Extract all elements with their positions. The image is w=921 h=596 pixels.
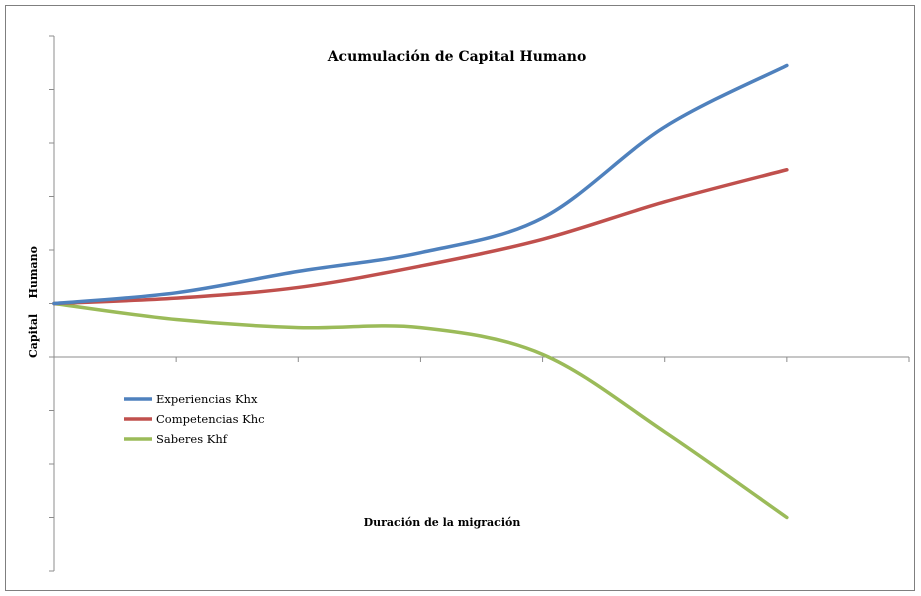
chart-area: Acumulación de Capital Humano Capital Hu… [5,5,915,591]
axes [49,35,910,572]
line-chart: Acumulación de Capital Humano Capital Hu… [27,35,910,572]
legend-label: Experiencias Khx [156,392,258,406]
legend-item: Experiencias Khx [124,392,258,406]
legend-item: Saberes Khf [124,432,228,446]
series-line-experiencias-khx [52,63,789,306]
y-ticks [49,35,54,572]
x-ticks [53,357,910,362]
chart-title: Acumulación de Capital Humano [327,49,587,65]
series-line-competencias-khc [52,168,789,306]
legend-label: Competencias Khc [156,412,265,426]
series-line-saberes-khf [52,301,789,520]
legend: Experiencias Khx Competencias Khc Saberes … [124,392,265,446]
x-axis-label: Duración de la migración [364,516,521,529]
series-lines [52,63,789,520]
legend-item: Competencias Khc [124,412,265,426]
y-axis-label: Capital Humano [27,246,40,358]
legend-label: Saberes Khf [156,432,228,446]
